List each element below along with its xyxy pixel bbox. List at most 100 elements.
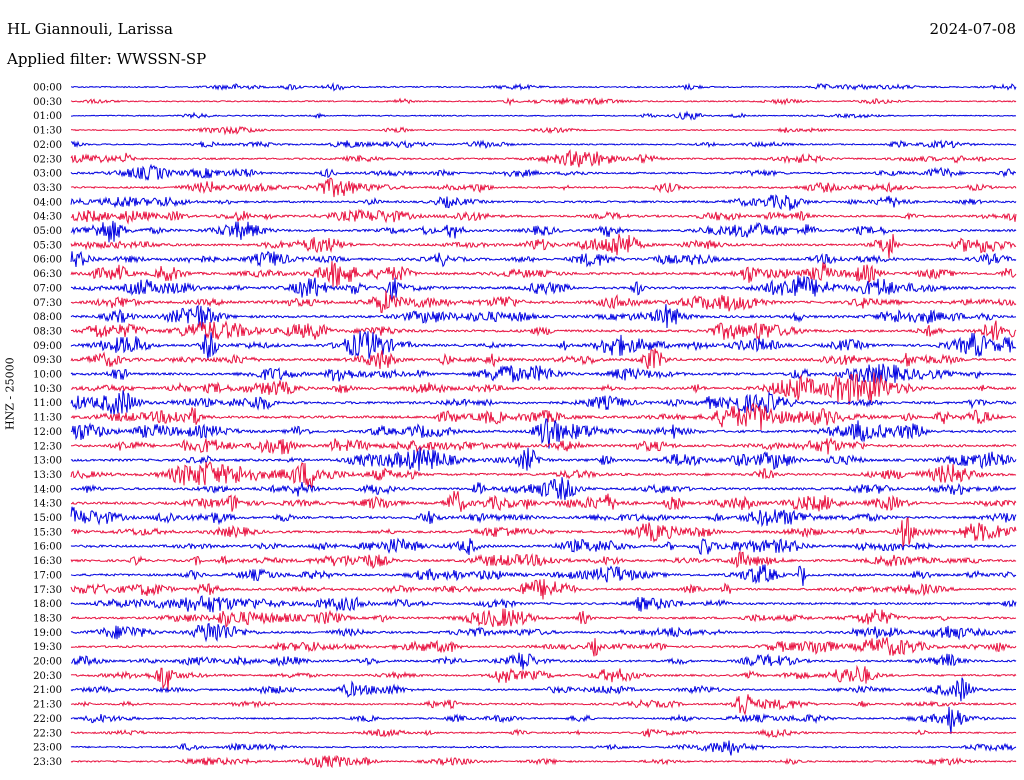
row-time-label: 09:00 — [33, 341, 62, 352]
trace-line — [70, 418, 1017, 449]
row-time-label: 01:00 — [33, 111, 62, 122]
trace-line — [70, 595, 1017, 613]
trace-line — [70, 490, 1017, 512]
trace-line — [70, 652, 1017, 670]
trace-line — [70, 125, 1017, 136]
row-time-label: 22:30 — [33, 728, 62, 739]
row-time-label: 13:00 — [33, 456, 62, 467]
row-time-label: 11:00 — [33, 398, 62, 409]
trace-line — [70, 139, 1017, 149]
trace-line — [70, 208, 1017, 225]
row-time-label: 20:00 — [33, 657, 62, 668]
row-time-label: 17:30 — [33, 585, 62, 596]
trace-line — [70, 220, 1017, 243]
trace-line — [70, 516, 1017, 548]
row-time-label: 14:30 — [33, 499, 62, 510]
trace-line — [71, 608, 1017, 628]
station-title: HL Giannouli, Larissa — [7, 20, 173, 38]
trace-line — [70, 261, 1017, 287]
trace-line — [70, 506, 1017, 528]
row-time-label: 11:30 — [33, 413, 62, 424]
row-time-label: 19:30 — [33, 642, 62, 653]
trace-line — [70, 348, 1017, 370]
row-time-label: 08:00 — [33, 312, 62, 323]
trace-line — [70, 637, 1017, 657]
trace-line — [70, 363, 1017, 384]
row-time-label: 16:30 — [33, 556, 62, 567]
trace-line — [70, 755, 1017, 769]
row-time-label: 19:00 — [33, 628, 62, 639]
row-time-label: 15:30 — [33, 527, 62, 538]
row-time-label: 15:00 — [33, 513, 62, 524]
row-time-label: 06:30 — [33, 269, 62, 280]
trace-line — [70, 372, 1017, 406]
trace-line — [71, 81, 1017, 92]
trace-line — [70, 706, 1017, 734]
row-time-label: 07:30 — [33, 298, 62, 309]
trace-line — [70, 331, 1017, 361]
row-time-label: 09:30 — [33, 355, 62, 366]
row-time-label: 03:30 — [33, 183, 62, 194]
trace-line — [70, 564, 1017, 586]
trace-line — [70, 579, 1017, 600]
trace-line — [70, 550, 1017, 570]
row-time-label: 12:30 — [33, 441, 62, 452]
trace-line — [70, 447, 1017, 471]
row-time-label: 02:00 — [33, 140, 62, 151]
row-time-label: 08:30 — [33, 326, 62, 337]
filter-label: Applied filter: WWSSN-SP — [7, 50, 207, 68]
row-time-label: 23:00 — [33, 743, 62, 754]
trace-line — [70, 177, 1017, 198]
row-time-label: 01:30 — [33, 126, 62, 137]
trace-line — [70, 402, 1017, 431]
row-time-label: 18:00 — [33, 599, 62, 610]
row-time-label: 10:00 — [33, 370, 62, 381]
trace-line — [70, 275, 1017, 300]
trace-line — [70, 740, 1017, 756]
row-time-label: 04:30 — [33, 212, 62, 223]
trace-line — [70, 290, 1017, 314]
trace-line — [70, 461, 1017, 489]
trace-line — [71, 437, 1017, 455]
row-time-label: 05:30 — [33, 240, 62, 251]
trace-line — [70, 96, 1017, 107]
row-time-label: 06:00 — [33, 255, 62, 266]
row-time-label: 00:00 — [33, 83, 62, 94]
row-time-label: 07:00 — [33, 283, 62, 294]
trace-line — [70, 304, 1017, 329]
row-time-label: 22:00 — [33, 714, 62, 725]
trace-line — [70, 149, 1017, 168]
row-time-label: 16:00 — [33, 542, 62, 553]
row-time-label: 00:30 — [33, 97, 62, 108]
trace-line — [70, 390, 1017, 416]
row-time-label: 10:30 — [33, 384, 62, 395]
row-time-label: 18:30 — [33, 613, 62, 624]
row-time-label: 21:30 — [33, 700, 62, 711]
trace-line — [71, 110, 1017, 121]
row-time-label: 13:30 — [33, 470, 62, 481]
row-time-label: 05:00 — [33, 226, 62, 237]
trace-line — [70, 677, 1016, 702]
trace-line — [70, 728, 1017, 739]
row-time-label: 02:30 — [33, 154, 62, 165]
trace-line — [70, 250, 1017, 268]
row-time-label: 17:00 — [33, 570, 62, 581]
trace-line — [71, 320, 1017, 342]
trace-line — [70, 694, 1017, 716]
row-time-label: 23:30 — [33, 757, 62, 768]
trace-line — [70, 664, 1017, 691]
row-time-label: 03:00 — [33, 169, 62, 180]
trace-line — [70, 163, 1017, 181]
trace-line — [70, 194, 1017, 211]
row-time-label: 21:00 — [33, 685, 62, 696]
row-time-label: 12:00 — [33, 427, 62, 438]
trace-line — [70, 477, 1017, 501]
trace-line — [70, 622, 1017, 643]
trace-line — [70, 233, 1017, 259]
row-time-label: 04:00 — [33, 197, 62, 208]
row-time-label: 20:30 — [33, 671, 62, 682]
trace-line — [70, 537, 1017, 556]
date-label: 2024-07-08 — [929, 20, 1016, 38]
row-time-label: 14:00 — [33, 484, 62, 495]
